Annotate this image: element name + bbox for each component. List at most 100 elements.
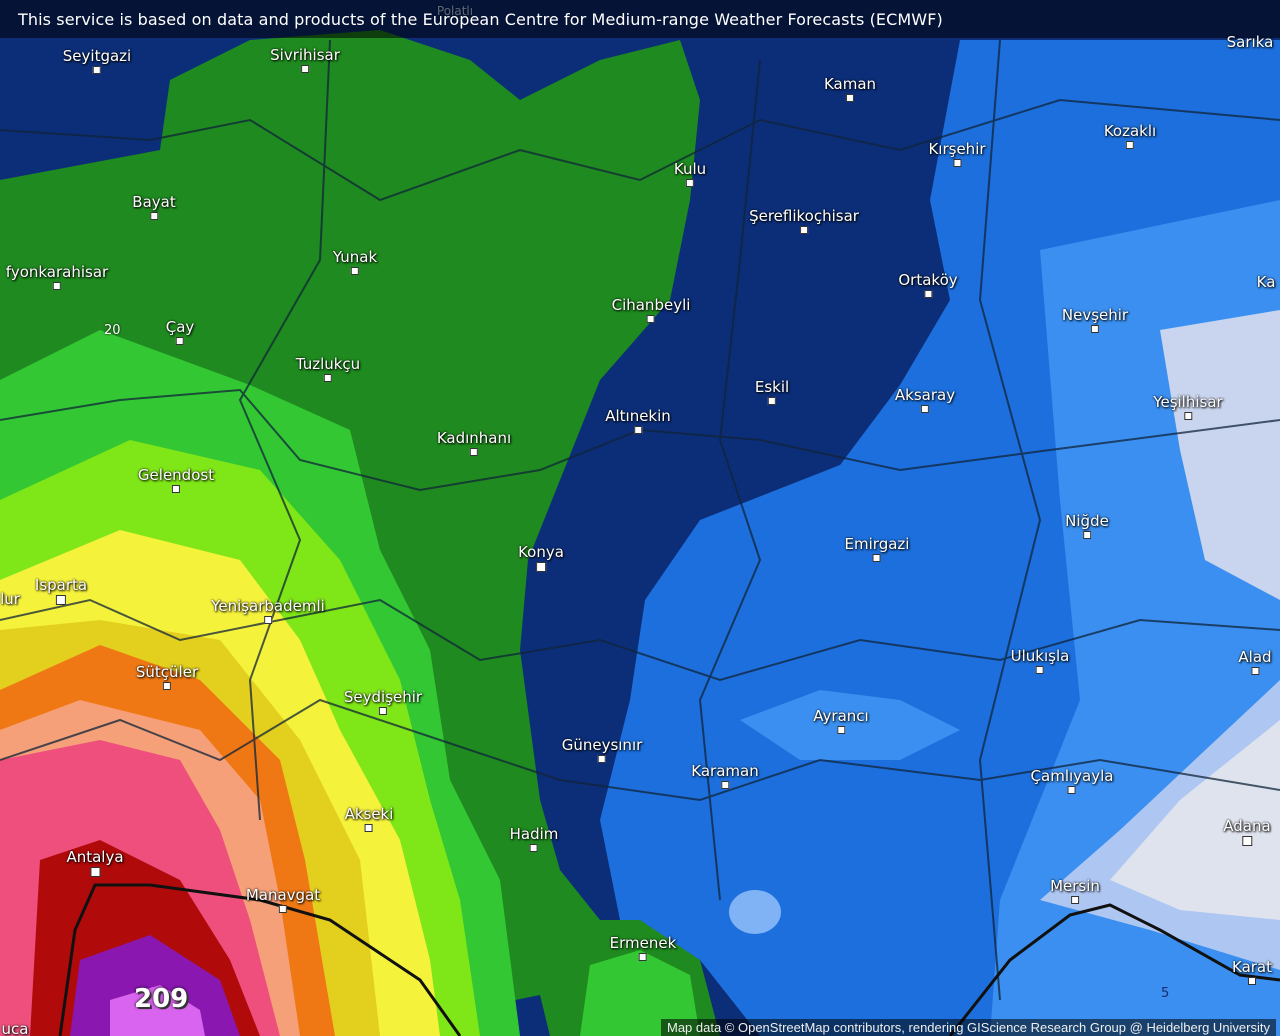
city-marker: Ulukışla (1011, 647, 1069, 674)
city-label: Güneysınır (561, 736, 643, 754)
city-label: Emirgazi (844, 535, 910, 553)
city-marker: Ermenek (610, 934, 676, 961)
city-label: Kulu (673, 160, 707, 178)
city-label: Altınekin (605, 407, 671, 425)
city-marker: Şereflikoçhisar (749, 207, 859, 234)
city-marker: Polatlı (437, 4, 473, 18)
city-dot-icon (1251, 667, 1259, 675)
city-marker: Kadınhanı (437, 429, 511, 456)
city-dot-icon (175, 337, 184, 345)
zone-light-green-2 (580, 950, 700, 1036)
city-dot-icon (470, 448, 478, 456)
city-label: Mersin (1050, 877, 1100, 895)
city-marker: Sivrihisar (270, 46, 340, 73)
city-dot-icon (301, 65, 309, 73)
city-marker: Aksaray (895, 386, 955, 413)
zone-pale-1 (1160, 310, 1280, 600)
city-label: Antalya (66, 848, 124, 866)
city-label: Polatlı (436, 4, 474, 18)
city-marker: Gelendost (138, 466, 214, 493)
city-dot-icon (1036, 666, 1044, 674)
city-label: Sarıka (1226, 33, 1274, 51)
city-dot-icon (1247, 977, 1256, 985)
city-dot-icon (1070, 896, 1079, 904)
city-dot-icon (1184, 412, 1192, 420)
city-marker: Çay (165, 318, 195, 345)
city-label: Tuzlukçu (295, 355, 361, 373)
city-label: Bayat (132, 193, 176, 211)
city-label: Yunak (332, 248, 378, 266)
city-dot-icon (767, 397, 776, 405)
city-label: Eskil (754, 378, 790, 396)
city-dot-icon (597, 755, 606, 763)
city-dot-icon (55, 595, 66, 605)
zone-light-purple (110, 985, 205, 1036)
city-dot-icon (378, 707, 387, 715)
city-marker: Mersin (1050, 877, 1100, 904)
contour-label: 5 (1161, 986, 1170, 1001)
city-dot-icon (799, 226, 808, 234)
city-dot-icon (279, 905, 287, 913)
city-label: Yeşilhisar (1153, 393, 1223, 411)
city-marker: Nevşehir (1062, 306, 1128, 333)
city-marker: Emirgazi (844, 535, 910, 562)
city-marker: Cihanbeyli (611, 296, 691, 323)
city-marker: Yunak (333, 248, 377, 275)
city-label: lur (0, 590, 20, 608)
city-label: Şereflikoçhisar (749, 207, 859, 225)
city-dot-icon (1082, 531, 1091, 539)
boundary-lines (0, 39, 1280, 1001)
city-marker: Yeşilhisar (1153, 393, 1223, 420)
city-dot-icon (1091, 325, 1099, 333)
city-dot-icon (953, 159, 961, 167)
city-marker: Alad (1238, 648, 1272, 675)
city-label: Seyitgazi (62, 47, 132, 65)
city-label: Ka (1256, 273, 1276, 291)
city-label: Nevşehir (1061, 306, 1129, 324)
city-label: fyonkarahisar (5, 263, 109, 281)
city-label: Çay (165, 318, 195, 336)
city-marker: Eskil (755, 378, 789, 405)
city-dot-icon (686, 179, 694, 187)
city-dot-icon (263, 616, 272, 624)
city-label: Gelendost (137, 466, 215, 484)
city-label: Adana (1223, 817, 1271, 835)
city-label: Aksaray (894, 386, 956, 404)
city-label: Akseki (344, 805, 394, 823)
city-dot-icon (536, 562, 546, 572)
city-marker: Manavgat (246, 886, 320, 913)
city-marker: Bayat (132, 193, 176, 220)
city-marker: Kulu (674, 160, 706, 187)
city-marker: Ayrancı (813, 707, 869, 734)
city-marker: Konya (518, 543, 564, 572)
city-dot-icon (633, 426, 642, 434)
city-marker: Adana (1223, 817, 1271, 846)
city-label: Kaman (823, 75, 877, 93)
city-dot-icon (1067, 786, 1076, 794)
city-marker: Sarıka (1227, 33, 1274, 51)
city-dot-icon (647, 315, 655, 323)
city-label: Isparta (34, 576, 88, 594)
city-dot-icon (172, 485, 180, 493)
city-label: Kozaklı (1103, 122, 1157, 140)
city-marker: Hadim (510, 825, 558, 852)
city-dot-icon (162, 682, 171, 690)
city-label: Sivrihisar (270, 46, 340, 64)
city-dot-icon (721, 781, 729, 789)
city-label: Cihanbeyli (611, 296, 691, 314)
city-marker: fyonkarahisar (6, 263, 108, 290)
zone-pale-spot (729, 890, 781, 934)
city-marker: Altınekin (605, 407, 671, 434)
city-label: Alad (1238, 648, 1272, 666)
city-marker: Ka (1257, 273, 1276, 291)
city-dot-icon (845, 94, 854, 102)
city-marker: Antalya (66, 848, 124, 877)
city-marker: Ortaköy (898, 271, 958, 298)
contour-label: 20 (104, 323, 121, 338)
city-marker: Yenişarbademli (211, 597, 325, 624)
city-marker: Kırşehir (928, 140, 986, 167)
city-dot-icon (364, 824, 373, 832)
max-value-label: 209 (134, 984, 189, 1014)
city-label: Çamlıyayla (1030, 767, 1114, 785)
